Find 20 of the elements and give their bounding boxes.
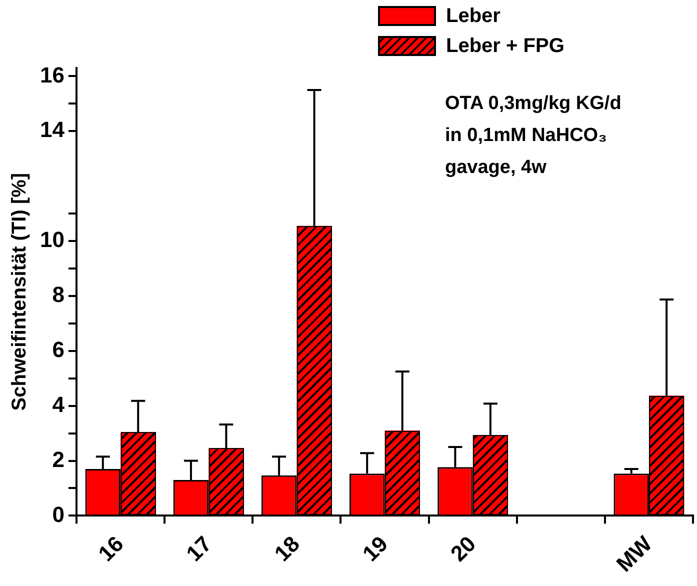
x-tick-label: 16	[93, 531, 128, 566]
y-tick-label: 16	[40, 62, 64, 88]
x-tick-label: 17	[181, 531, 216, 566]
annotation: in 0,1mM NaHCO₃	[445, 124, 608, 148]
x-tick-label: 19	[358, 531, 393, 566]
annotation: gavage, 4w	[445, 156, 548, 180]
legend-label: Leber + FPG	[446, 34, 564, 58]
x-tick-label: MW	[611, 531, 657, 576]
annotation: OTA 0,3mg/kg KG/d	[445, 92, 622, 116]
y-tick-label: 2	[52, 446, 64, 472]
y-tick-label: 14	[40, 117, 66, 142]
y-tick-label: 6	[52, 336, 64, 362]
y-tick-label: 10	[40, 227, 64, 252]
legend-label: Leber	[446, 4, 500, 28]
x-tick-label: 18	[269, 531, 304, 566]
x-tick-label: 20	[446, 531, 481, 566]
y-axis-title: Schweifintensität (TI) [%]	[8, 172, 31, 411]
y-tick-label: 0	[52, 502, 64, 527]
y-tick-label: 4	[52, 392, 66, 417]
y-tick-label: 8	[52, 282, 64, 308]
